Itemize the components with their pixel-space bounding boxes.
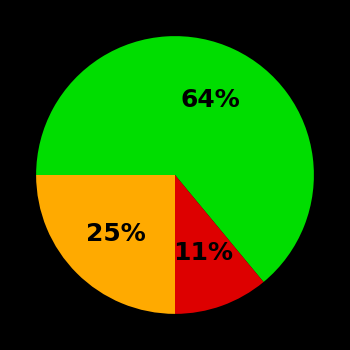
Text: 25%: 25%	[86, 222, 146, 246]
Wedge shape	[36, 175, 175, 314]
Wedge shape	[36, 36, 314, 282]
Text: 64%: 64%	[181, 88, 240, 112]
Wedge shape	[175, 175, 264, 314]
Text: 11%: 11%	[173, 241, 233, 265]
